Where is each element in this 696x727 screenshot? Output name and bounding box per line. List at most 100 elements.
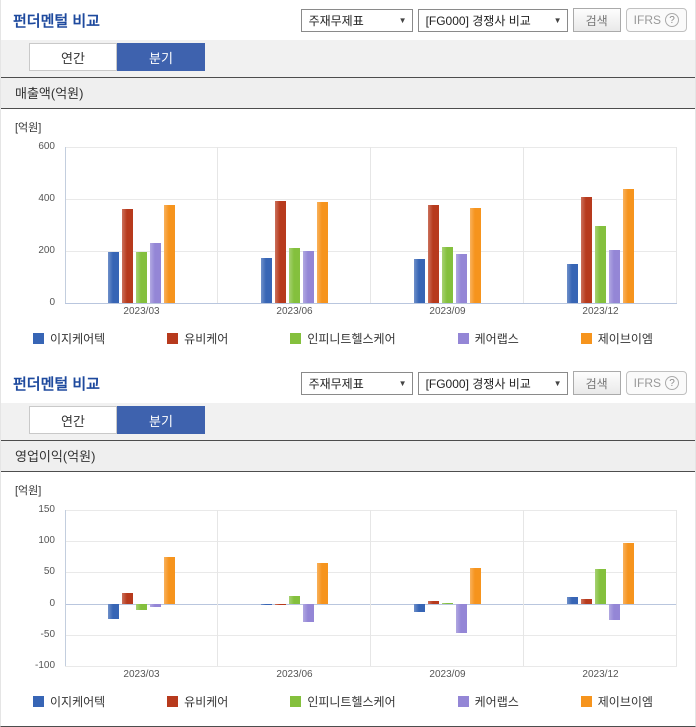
chart-bar [275,201,286,303]
fundamental-compare-panel-operating-profit: 펀더멘털 비교 주재무제표 ▼ [FG000] 경쟁사 비교 ▼ 검색 IFRS… [1,363,695,726]
question-icon: ? [665,13,679,27]
compare-select-value: [FG000] 경쟁사 비교 [425,13,531,28]
x-tick-label: 2023/06 [276,669,313,680]
legend-label: 이지케어텍 [50,695,106,709]
legend-swatch [167,333,179,344]
chart-bar [303,603,314,622]
search-button[interactable]: 검색 [572,371,621,395]
panel-controls: 주재무제표 ▼ [FG000] 경쟁사 비교 ▼ 검색 IFRS ? [300,8,687,32]
compare-select-value: [FG000] 경쟁사 비교 [425,376,531,391]
legend-item: 케어랩스 [457,693,519,710]
chart-bar [581,598,592,604]
chart-bar [136,603,147,611]
legend-label: 유비케어 [184,695,229,709]
legend-label: 케어랩스 [474,695,519,709]
y-tick-label: 0 [49,597,55,609]
legend-item: 인피니트헬스케어 [290,330,396,347]
category-separator [217,147,218,303]
y-tick-label: -100 [34,660,55,671]
zero-line [65,603,677,605]
chart-bar [456,603,467,633]
chart-bar [456,254,467,303]
category-separator [523,147,524,303]
chart-legend: 이지케어텍 유비케어 인피니트헬스케어 케어랩스 제이브이엠 [33,693,653,710]
legend-swatch [290,333,302,344]
tab-annual[interactable]: 연간 [29,406,117,434]
chevron-down-icon: ▼ [553,378,562,388]
legend-item: 이지케어텍 [33,693,105,710]
ifrs-button-label: IFRS [633,13,661,27]
chart-bar [108,252,119,303]
statement-select[interactable]: 주재무제표 ▼ [300,371,413,395]
chevron-down-icon: ▼ [553,15,562,25]
search-button[interactable]: 검색 [572,8,621,32]
chevron-down-icon: ▼ [398,15,407,25]
plot-row: 600 400 200 0 [38,141,677,308]
panel-header: 펀더멘털 비교 주재무제표 ▼ [FG000] 경쟁사 비교 ▼ 검색 IFRS… [1,0,695,40]
y-tick-label: 0 [49,297,55,308]
legend-swatch [457,696,469,707]
legend-item: 유비케어 [167,330,228,347]
legend-label: 제이브이엠 [597,332,653,346]
statement-select-value: 주재무제표 [308,13,364,28]
statement-select[interactable]: 주재무제표 ▼ [300,8,413,32]
gridline [65,199,677,200]
panel-controls: 주재무제표 ▼ [FG000] 경쟁사 비교 ▼ 검색 IFRS ? [300,371,687,395]
tab-annual[interactable]: 연간 [29,43,117,71]
ifrs-button[interactable]: IFRS ? [625,371,687,395]
legend-item: 제이브이엠 [580,693,653,710]
legend-item: 인피니트헬스케어 [290,693,396,710]
tab-quarterly[interactable]: 분기 [117,43,205,71]
chart-bar [567,264,578,303]
gridline [65,634,677,636]
y-tick-label: 400 [38,193,55,204]
chart-bar [470,207,481,303]
chart-bar [428,601,439,604]
legend-label: 인피니트헬스케어 [307,332,396,346]
compare-select[interactable]: [FG000] 경쟁사 비교 ▼ [417,371,568,395]
gridline [65,147,677,148]
chart-bar [470,568,481,604]
compare-select[interactable]: [FG000] 경쟁사 비교 ▼ [417,8,568,32]
legend-label: 제이브이엠 [597,695,653,709]
chevron-down-icon: ▼ [398,378,407,388]
plot-area: 150 100 50 0 -50 -100 [35,504,677,671]
chart-bar [609,603,620,621]
category-separator [676,510,677,666]
chart-bar [108,603,119,619]
legend-swatch [33,333,44,344]
section-title-bar: 영업이익(억원) [1,440,695,472]
chart-bar [623,189,634,303]
chart-bar [122,593,133,604]
chart-bar [136,252,147,303]
fundamental-compare-panel-revenue: 펀더멘털 비교 주재무제표 ▼ [FG000] 경쟁사 비교 ▼ 검색 IFRS… [1,0,695,363]
legend-item: 케어랩스 [457,330,519,347]
y-axis-line [65,510,66,666]
section-title-bar: 매출액(억원) [1,77,695,109]
ifrs-button-label: IFRS [633,376,661,390]
ifrs-button[interactable]: IFRS ? [625,8,687,32]
panel-title: 펀더멘털 비교 [13,375,100,393]
x-tick-label: 2023/06 [276,306,313,317]
y-tick-label: 50 [43,566,55,578]
zero-line [65,303,677,304]
legend-swatch [167,696,179,707]
chart-title: 영업이익(억원) [15,449,96,464]
chart-bar [414,259,425,303]
question-icon: ? [665,376,679,390]
y-tick-label: 200 [38,245,55,256]
chart-bar [317,202,328,303]
chart-bar [595,226,606,303]
legend-item: 이지케어텍 [33,330,105,347]
tab-quarterly[interactable]: 분기 [117,406,205,434]
category-separator [370,510,371,666]
x-tick-label: 2023/12 [582,306,619,317]
chart-bar [122,209,133,303]
chart-bar [303,251,314,303]
tab-row: 연간 분기 [1,403,695,440]
chart-bar [442,247,453,303]
chart-area: [억원] 600 400 200 0 2023/03 2023/06 2023/09 202… [1,109,695,363]
panel-header: 펀더멘털 비교 주재무제표 ▼ [FG000] 경쟁사 비교 ▼ 검색 IFRS… [1,363,695,403]
legend-label: 이지케어텍 [50,332,106,346]
